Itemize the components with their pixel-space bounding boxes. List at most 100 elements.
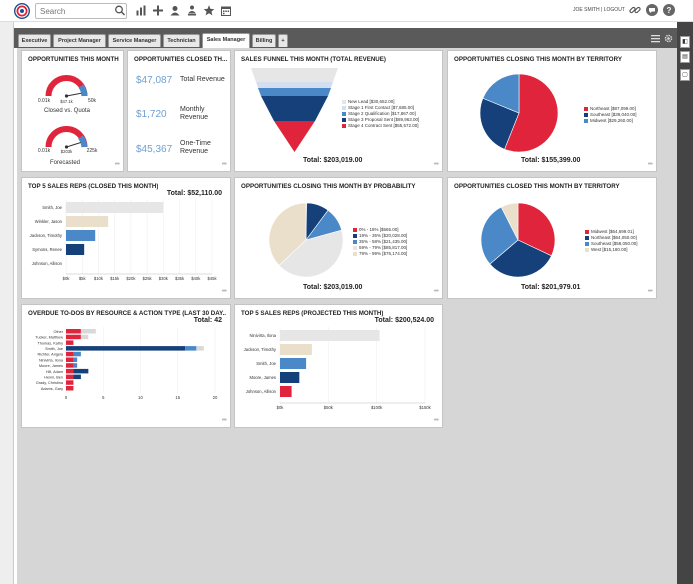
top-reps-closed-bar-chart: $0k $5k $10k $15k $20k $25k $30k $35k $40k $45k Sm… bbox=[30, 199, 217, 281]
legend-item: Northeast [$64,050.00] bbox=[585, 235, 637, 241]
kpi-value: $47,087 bbox=[136, 75, 173, 86]
bar bbox=[280, 358, 307, 369]
bar-chart-icon[interactable] bbox=[135, 4, 147, 17]
widget-closed-by-territory: OPPORTUNITIES CLOSED THIS MONTH BY TERRI… bbox=[447, 177, 657, 299]
pie-slice bbox=[278, 229, 344, 278]
kpi-label: Total Revenue bbox=[180, 76, 225, 83]
funnel-segment bbox=[256, 82, 333, 88]
link-icon[interactable] bbox=[628, 3, 642, 17]
search-icon[interactable] bbox=[114, 4, 126, 17]
stacked-bar-segment bbox=[66, 380, 74, 385]
widget-menu-button[interactable]: ••• bbox=[647, 161, 653, 168]
widget-menu-button[interactable]: ••• bbox=[433, 417, 439, 424]
stacked-bar-segment bbox=[185, 346, 197, 351]
stacked-bar-segment bbox=[66, 346, 186, 351]
legend-item: Stage 2 Qualification [$17,867.00] bbox=[342, 111, 416, 117]
legend-item: 19% - 35% [$20,028.00] bbox=[353, 233, 407, 239]
y-category-label: Hill, Adam bbox=[46, 370, 63, 374]
y-category-label: Ninivirta, Ilona bbox=[249, 333, 276, 338]
widget-menu-button[interactable]: ••• bbox=[433, 288, 439, 295]
stacked-bar-segment bbox=[66, 374, 74, 380]
dashboard-workspace: Executive Project Manager Service Manage… bbox=[14, 22, 677, 584]
stacked-bar-segment bbox=[66, 386, 74, 391]
tab-executive[interactable]: Executive bbox=[18, 34, 51, 47]
rail-doc-icon[interactable]: ▢ bbox=[680, 69, 690, 81]
x-tick-label: $150k bbox=[419, 405, 431, 410]
widget-menu-button[interactable]: ••• bbox=[647, 288, 653, 295]
users-icon[interactable] bbox=[186, 4, 198, 17]
calendar-icon[interactable] bbox=[220, 4, 232, 17]
widget-opportunities-this-month: OPPORTUNITIES THIS MONTH 0.01k $47.1k 50… bbox=[21, 50, 124, 172]
tab-bar: Executive Project Manager Service Manage… bbox=[14, 28, 677, 48]
y-category-label: Tucker, Matthew bbox=[35, 336, 63, 340]
right-rail: ◧ ▤ ▢ bbox=[677, 22, 693, 584]
x-tick-label: $25k bbox=[143, 276, 153, 281]
tab-service-manager[interactable]: Service Manager bbox=[108, 34, 161, 47]
stacked-bar-segment bbox=[73, 374, 81, 380]
widget-menu-button[interactable]: ••• bbox=[221, 288, 227, 295]
widget-menu-button[interactable]: ••• bbox=[433, 161, 439, 168]
user-icon[interactable] bbox=[169, 4, 181, 17]
widget-top-reps-closed: TOP 5 SALES REPS (CLOSED THIS MONTH) Tot… bbox=[21, 177, 231, 299]
funnel-segment bbox=[274, 121, 315, 152]
settings-gear-icon[interactable] bbox=[664, 34, 673, 43]
widget-title: SALES FUNNEL THIS MONTH (TOTAL REVENUE) bbox=[241, 56, 386, 63]
gauge-hub bbox=[64, 145, 69, 149]
stacked-bar-segment bbox=[66, 363, 74, 368]
funnel-segment bbox=[261, 96, 328, 121]
widget-overdue-todos: OVERDUE TO-DOS BY RESOURCE & ACTION TYPE… bbox=[21, 304, 231, 428]
legend-item: Stage 3 Proposal Sent [$89,963.00] bbox=[342, 117, 419, 123]
tab-project-manager[interactable]: Project Manager bbox=[53, 34, 106, 47]
widget-title: OPPORTUNITIES CLOSING THIS MONTH BY PROB… bbox=[241, 183, 416, 190]
widget-title: OPPORTUNITIES THIS MONTH bbox=[28, 56, 119, 63]
pie-slice bbox=[480, 206, 519, 265]
widget-title: TOP 5 SALES REPS (CLOSED THIS MONTH) bbox=[28, 183, 159, 190]
x-tick-label: $50k bbox=[324, 405, 334, 410]
star-icon[interactable] bbox=[203, 4, 215, 17]
y-category-label: Moore, James bbox=[249, 375, 276, 380]
rail-toggle-icon[interactable]: ◧ bbox=[680, 36, 690, 48]
widget-title: TOP 5 SALES REPS (PROJECTED THIS MONTH) bbox=[241, 310, 384, 317]
x-tick-label: $10k bbox=[94, 276, 104, 281]
bar bbox=[280, 330, 380, 341]
help-icon[interactable]: ? bbox=[662, 3, 676, 17]
stacked-bar-segment bbox=[73, 368, 89, 374]
stacked-bar-segment bbox=[66, 357, 74, 362]
stacked-bar-segment bbox=[73, 351, 81, 357]
widget-menu-button[interactable]: ••• bbox=[221, 161, 227, 168]
x-tick-label: $100k bbox=[371, 405, 383, 410]
stacked-bar-segment bbox=[73, 357, 78, 362]
y-category-label: Grady, Christina bbox=[36, 381, 64, 385]
chart-total: Total: $52,110.00 bbox=[166, 190, 222, 197]
widget-closing-by-probability: OPPORTUNITIES CLOSING THIS MONTH BY PROB… bbox=[234, 177, 443, 299]
list-view-icon[interactable] bbox=[651, 34, 660, 43]
tab-billing[interactable]: Billing bbox=[252, 34, 276, 47]
widget-canvas: OPPORTUNITIES THIS MONTH 0.01k $47.1k 50… bbox=[17, 48, 677, 584]
widget-menu-button[interactable]: ••• bbox=[114, 161, 120, 168]
y-category-label: Winkler, Jason bbox=[35, 219, 63, 224]
user-logout-link[interactable]: JOE SMITH | LOGOUT bbox=[573, 7, 625, 13]
add-tab-button[interactable]: + bbox=[278, 34, 288, 47]
plus-icon[interactable] bbox=[152, 4, 164, 17]
pie-slice bbox=[268, 202, 307, 266]
funnel-segment bbox=[251, 68, 338, 82]
tab-sales-manager[interactable]: Sales Manager bbox=[202, 33, 250, 48]
stacked-bar-segment bbox=[66, 329, 81, 334]
app-logo-icon[interactable] bbox=[14, 3, 30, 19]
legend-item: 0% - 18% [$565.00] bbox=[353, 227, 399, 233]
chat-icon[interactable] bbox=[645, 3, 659, 17]
x-tick-label: $5k bbox=[79, 276, 87, 281]
top-reps-projected-bar-chart: $0k $50k $100k $150k Ninivirta, Ilona Jackson… bbox=[244, 327, 432, 410]
chart-total: Total: $203,019.00 bbox=[303, 157, 363, 164]
widget-menu-button[interactable]: ••• bbox=[221, 417, 227, 424]
rail-grid-icon[interactable]: ▤ bbox=[680, 51, 690, 63]
gauge-arc-blue bbox=[78, 84, 88, 97]
legend-item: Northeast [$87,099.00] bbox=[584, 106, 636, 112]
pie-slice bbox=[489, 239, 552, 278]
gauge-arc-red bbox=[45, 126, 88, 148]
pie-slice bbox=[517, 202, 556, 257]
search-input[interactable] bbox=[35, 3, 127, 19]
tab-technician[interactable]: Technician bbox=[163, 34, 200, 47]
legend-item: Stage 1 First Contact [$7,685.00] bbox=[342, 105, 414, 111]
legend-item: Southeast [$39,040.00] bbox=[584, 112, 637, 118]
